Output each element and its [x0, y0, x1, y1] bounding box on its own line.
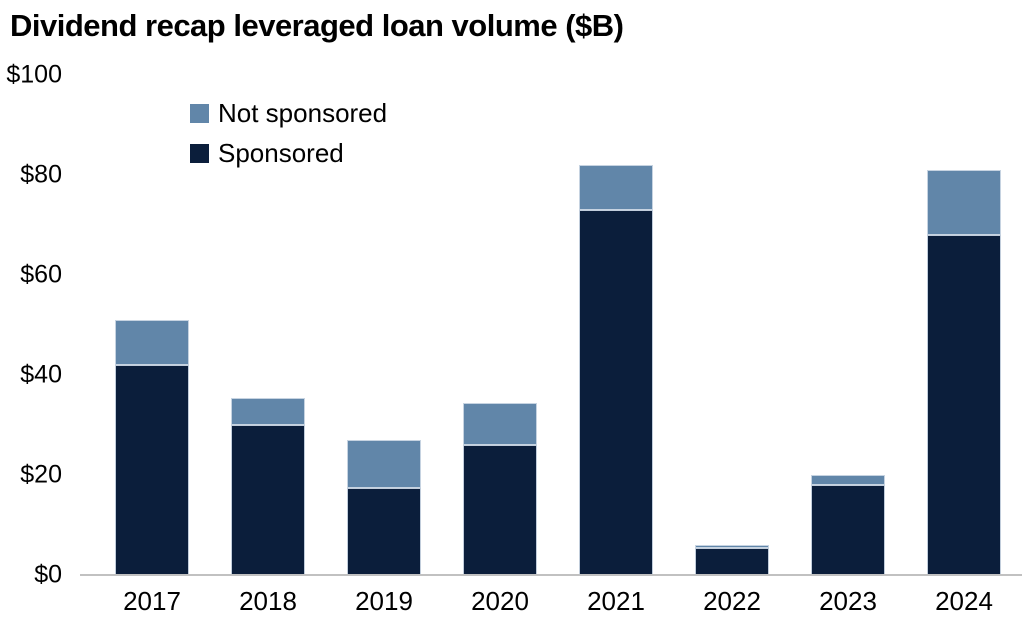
bar-segment-not-sponsored [231, 397, 305, 425]
bar-stack [463, 402, 537, 575]
y-axis-tick-label: $40 [20, 360, 62, 389]
bar-segment-not-sponsored [463, 402, 537, 445]
x-axis-label: 2017 [123, 586, 181, 616]
x-axis-label: 2021 [587, 586, 645, 616]
bar-segment-sponsored [231, 425, 305, 575]
x-axis-label: 2020 [471, 586, 529, 616]
y-axis-tick-label: $0 [34, 560, 62, 589]
bar-stack [579, 165, 653, 575]
x-axis-line [80, 574, 1022, 576]
bar-slot-2017: 2017 [94, 75, 210, 616]
bar-stack [811, 475, 885, 575]
chart-title: Dividend recap leveraged loan volume ($B… [10, 8, 624, 43]
bar-segment-sponsored [115, 365, 189, 575]
bar-slot-2020: 2020 [442, 75, 558, 616]
bar-segment-sponsored [811, 485, 885, 575]
bar-segment-not-sponsored [811, 475, 885, 485]
legend-swatch-not-sponsored [190, 103, 209, 123]
bar-segment-not-sponsored [115, 320, 189, 365]
bar-segment-not-sponsored [927, 170, 1001, 235]
bar-segment-not-sponsored [579, 165, 653, 210]
x-axis-label: 2022 [703, 586, 761, 616]
bar-stack [231, 397, 305, 575]
bar-slot-2023: 2023 [790, 75, 906, 616]
bar-slot-2021: 2021 [558, 75, 674, 616]
bar-stack [927, 170, 1001, 575]
legend-item-not-sponsored: Not sponsored [190, 93, 387, 133]
bar-segment-sponsored [347, 487, 421, 575]
y-axis-tick-label: $100 [6, 60, 62, 89]
bar-segment-sponsored [927, 235, 1001, 575]
y-axis: $0 $20 $40 $60 $80 $100 [0, 0, 62, 640]
bar-segment-not-sponsored [695, 545, 769, 548]
y-axis-tick-label: $60 [20, 260, 62, 289]
bar-stack [115, 320, 189, 575]
y-axis-tick-label: $80 [20, 160, 62, 189]
bar-stack [695, 545, 769, 575]
bar-slot-2022: 2022 [674, 75, 790, 616]
x-axis-label: 2018 [239, 586, 297, 616]
bar-segment-sponsored [695, 547, 769, 575]
bar-stack [347, 440, 421, 575]
x-axis-label: 2024 [935, 586, 993, 616]
bar-segment-not-sponsored [347, 440, 421, 488]
legend-label: Sponsored [218, 137, 344, 168]
legend-swatch-sponsored [190, 143, 209, 163]
bar-slot-2018: 2018 [210, 75, 326, 616]
legend-item-sponsored: Sponsored [190, 133, 387, 173]
plot-area: 2017 2018 2019 2020 2021 2022 2023 2024 [94, 75, 1022, 616]
bar-slot-2024: 2024 [906, 75, 1022, 616]
y-axis-tick-label: $20 [20, 460, 62, 489]
legend: Not sponsored Sponsored [190, 93, 387, 173]
bar-segment-sponsored [463, 445, 537, 575]
bar-segment-sponsored [579, 210, 653, 575]
bar-slot-2019: 2019 [326, 75, 442, 616]
x-axis-label: 2019 [355, 586, 413, 616]
legend-label: Not sponsored [218, 97, 388, 128]
x-axis-label: 2023 [819, 586, 877, 616]
